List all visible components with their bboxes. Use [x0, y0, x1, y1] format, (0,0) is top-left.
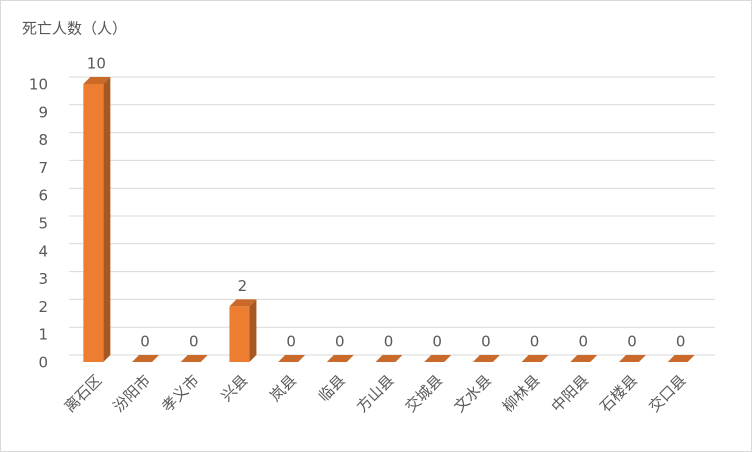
y-tick-label: 5 [38, 215, 48, 233]
y-tick-label: 1 [38, 326, 48, 344]
data-label: 2 [238, 277, 248, 295]
data-label: 0 [432, 333, 442, 351]
y-tick-label: 2 [38, 298, 48, 316]
data-label: 0 [578, 333, 588, 351]
data-label: 0 [335, 333, 345, 351]
data-label: 0 [189, 333, 199, 351]
y-tick-label: 6 [38, 187, 48, 205]
bar-top [472, 355, 500, 362]
y-tick-label: 3 [38, 270, 48, 288]
bar-top [375, 355, 403, 362]
bar [229, 306, 250, 362]
data-label: 0 [286, 333, 296, 351]
bar [83, 84, 104, 362]
bar-top [83, 77, 111, 84]
data-label: 0 [384, 333, 394, 351]
y-tick-label: 8 [38, 131, 48, 149]
bar-top [180, 355, 208, 362]
bar-side [103, 77, 111, 362]
bar-top [229, 299, 257, 307]
y-tick-label: 0 [38, 354, 48, 372]
bar-top [424, 355, 452, 362]
bar-top [618, 355, 646, 362]
data-label: 10 [87, 55, 106, 73]
y-tick-label: 9 [38, 103, 48, 121]
chart-title: 死亡人数（人） [22, 20, 127, 38]
data-label: 0 [481, 333, 491, 351]
y-tick-label: 7 [38, 159, 48, 177]
bar-top [326, 355, 354, 362]
data-label: 0 [530, 333, 540, 351]
bar-top [521, 355, 549, 362]
data-label: 0 [140, 333, 150, 351]
bar-top [278, 355, 306, 362]
bar-top [667, 355, 695, 362]
data-label: 0 [676, 333, 686, 351]
data-label: 0 [627, 333, 637, 351]
y-tick-label: 10 [29, 76, 48, 94]
bar-side [249, 299, 257, 362]
bar-top [570, 355, 598, 362]
bar-top [132, 355, 160, 362]
y-tick-label: 4 [38, 242, 48, 260]
